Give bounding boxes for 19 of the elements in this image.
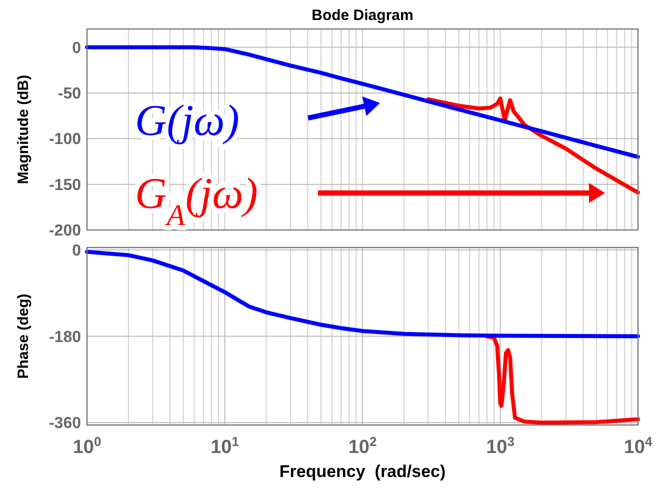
chart-title: Bode Diagram: [312, 7, 414, 24]
x-tick-label: 10$^{0}$: [72, 434, 102, 458]
x-tick-label: 10$^{2}$: [348, 434, 377, 458]
x-axis-title: Frequency (rad/sec): [279, 462, 446, 481]
y-tick-label: -200: [48, 222, 82, 240]
x-tick-label: 10$^{1}$: [210, 434, 239, 458]
y-tick-label: -360: [48, 415, 82, 432]
y-axis-title: Phase (deg): [15, 294, 32, 379]
y-axis-title: Magnitude (dB): [15, 74, 32, 184]
y-tick-label: -180: [48, 328, 82, 346]
x-tick-label: 10$^{4}$: [624, 434, 653, 458]
annotation: G$_{A}$(jω): [135, 169, 258, 232]
y-tick-label: 0: [72, 40, 82, 57]
y-tick-label: 0: [72, 242, 82, 260]
y-tick-label: -50: [58, 86, 82, 103]
annotation: G(jω): [135, 96, 240, 145]
y-tick-label: -150: [48, 176, 82, 194]
x-tick-label: 10$^{3}$: [486, 434, 514, 458]
y-tick-label: -100: [48, 131, 82, 148]
